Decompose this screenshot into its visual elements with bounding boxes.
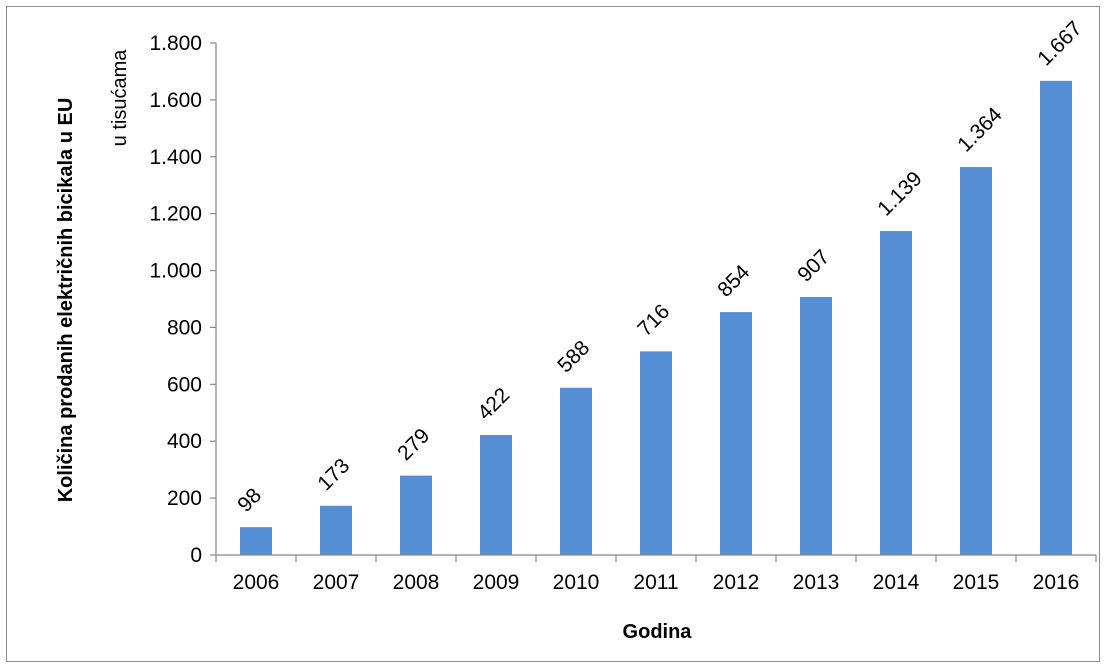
chart-frame	[6, 6, 1100, 662]
data-label: 422	[473, 383, 514, 424]
y-tick-label: 1.600	[149, 89, 202, 112]
bar	[720, 312, 752, 555]
bar	[640, 351, 672, 555]
x-tick-label: 2012	[713, 571, 760, 594]
y-axis-unit-label: u tisućama	[109, 49, 131, 147]
y-axis-ticks: 0 200 400 600 800 1.000 1.200 1.400 1.600 1.800	[149, 32, 216, 567]
y-tick-label: 1.000	[149, 260, 202, 283]
y-tick-label: 1.800	[149, 32, 202, 55]
x-tick-label: 2011	[633, 571, 678, 594]
y-tick-label: 600	[167, 373, 202, 396]
y-tick-label: 1.400	[149, 146, 202, 169]
data-label: 1.667	[1033, 17, 1086, 70]
x-tick-label: 2016	[1033, 571, 1080, 594]
data-label: 716	[633, 300, 674, 341]
data-label: 907	[793, 245, 834, 286]
x-tick-label: 2013	[793, 571, 840, 594]
bar	[320, 505, 352, 555]
data-label: 279	[393, 424, 434, 465]
x-tick-label: 2006	[233, 571, 280, 594]
bar	[960, 167, 992, 556]
x-tick-label: 2007	[313, 571, 360, 594]
y-tick-label: 200	[167, 487, 202, 510]
data-label: 98	[233, 484, 266, 517]
x-tick-label: 2009	[473, 571, 520, 594]
x-tick-label: 2014	[873, 571, 920, 594]
bar	[560, 387, 592, 555]
bar	[800, 297, 832, 555]
axes	[215, 43, 1096, 556]
data-label: 854	[713, 260, 754, 301]
bar	[880, 231, 912, 556]
data-label: 588	[553, 336, 594, 377]
y-tick-label: 1.200	[149, 203, 202, 226]
x-axis-title: Godina	[623, 621, 693, 643]
bar	[480, 434, 512, 555]
data-label: 1.139	[873, 167, 926, 220]
y-tick-label: 800	[167, 316, 202, 339]
y-tick-label: 0	[190, 544, 202, 567]
bar	[240, 527, 272, 555]
data-label: 1.364	[953, 103, 1007, 157]
y-tick-label: 400	[167, 430, 202, 453]
bars	[240, 80, 1072, 556]
x-tick-label: 2015	[953, 571, 1000, 594]
bar	[400, 475, 432, 555]
x-axis-ticks: 2006 2007 2008 2009 2010 2011 2012 2013 2014 2015…	[215, 555, 1097, 594]
bar	[1040, 80, 1072, 555]
data-label: 173	[313, 454, 354, 495]
x-tick-label: 2008	[393, 571, 440, 594]
x-tick-label: 2010	[553, 571, 600, 594]
y-axis-title: Količina prodanih električnih bicikala u…	[55, 98, 77, 503]
